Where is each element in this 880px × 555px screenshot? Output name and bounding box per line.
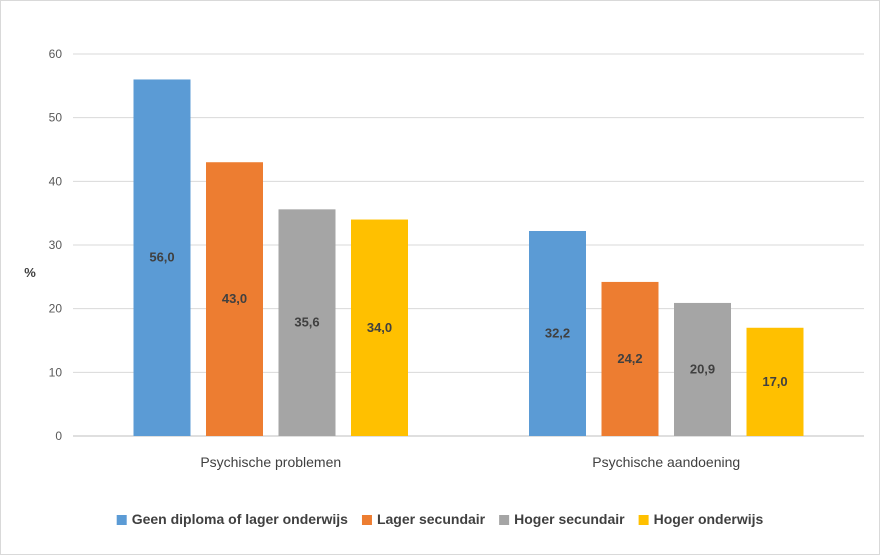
legend-item: Geen diploma of lager onderwijs	[116, 511, 348, 527]
data-label: 56,0	[149, 250, 174, 265]
data-label: 24,2	[617, 351, 642, 366]
bars	[133, 79, 804, 436]
y-tick-label: 20	[49, 302, 63, 316]
y-tick-label: 60	[49, 47, 63, 61]
data-label: 20,9	[690, 361, 715, 376]
y-tick-label: 50	[49, 111, 63, 125]
bar	[133, 79, 191, 436]
legend: Geen diploma of lager onderwijs Lager sec…	[116, 511, 764, 527]
bar	[674, 302, 731, 436]
bar	[601, 281, 659, 436]
data-labels: 56,0 43,0 35,6 34,0 32,2 24,2 20,9 17,0	[149, 250, 787, 389]
data-label: 17,0	[762, 374, 787, 389]
data-label: 35,6	[294, 315, 319, 330]
legend-swatch	[638, 515, 649, 525]
data-label: 32,2	[545, 325, 570, 340]
y-tick-label: 0	[55, 429, 62, 443]
data-label: 34,0	[367, 320, 392, 335]
x-category-label: Psychische aandoening	[592, 454, 740, 470]
bar	[206, 162, 263, 436]
legend-label: Lager secundair	[377, 511, 486, 527]
legend-item: Hoger onderwijs	[638, 511, 764, 527]
bar	[278, 209, 336, 436]
gridlines	[73, 53, 864, 437]
legend-label: Hoger secundair	[514, 511, 625, 527]
legend-item: Lager secundair	[361, 511, 486, 527]
legend-label: Hoger onderwijs	[654, 511, 764, 527]
y-tick-label: 10	[49, 365, 63, 379]
bar	[746, 327, 804, 436]
x-category-label: Psychische problemen	[200, 454, 341, 470]
y-axis-label: %	[24, 265, 36, 280]
legend-swatch	[499, 515, 510, 525]
legend-label: Geen diploma of lager onderwijs	[132, 511, 348, 527]
y-axis-ticks: 0 10 20 30 40 50 60	[49, 47, 63, 443]
bar	[351, 219, 408, 436]
legend-item: Hoger secundair	[499, 511, 625, 527]
y-tick-label: 30	[49, 238, 63, 252]
legend-swatch	[361, 515, 372, 525]
data-label: 43,0	[222, 291, 247, 306]
y-tick-label: 40	[49, 174, 63, 188]
legend-swatch	[116, 515, 127, 525]
x-axis-categories: Psychische problemen Psychische aandoenin…	[200, 454, 740, 470]
bar	[529, 230, 586, 436]
